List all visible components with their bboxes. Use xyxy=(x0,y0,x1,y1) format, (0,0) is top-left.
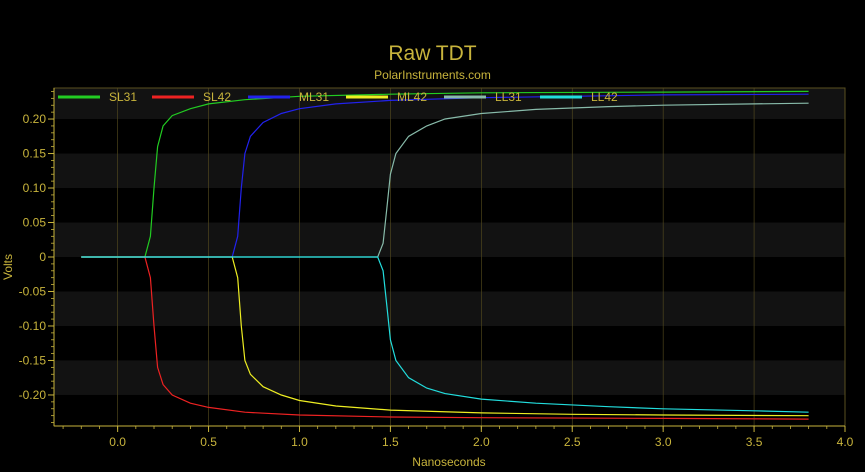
x-tick-label: 4.0 xyxy=(837,435,854,449)
x-tick-label: 2.0 xyxy=(473,435,490,449)
series-line-ml42 xyxy=(81,256,809,417)
series-line-sl42 xyxy=(81,256,809,420)
legend-label-sl31: SL31 xyxy=(109,90,137,104)
plot-band xyxy=(54,88,845,120)
plot-band xyxy=(54,222,845,257)
chart-title: Raw TDT xyxy=(388,42,477,65)
legend-label-ll42: LL42 xyxy=(591,90,618,104)
x-axis-label: Nanoseconds xyxy=(412,455,485,469)
y-tick-label: -0.10 xyxy=(19,319,47,333)
y-tick-label: -0.05 xyxy=(19,284,47,298)
x-tick-label: 0.0 xyxy=(109,435,126,449)
x-tick-label: 1.0 xyxy=(291,435,308,449)
x-tick-label: 3.5 xyxy=(746,435,763,449)
y-tick-label: 0.05 xyxy=(23,216,47,230)
y-tick-label: 0.10 xyxy=(23,181,47,195)
plot-band xyxy=(54,291,845,326)
series-line-ll42 xyxy=(81,256,809,413)
y-tick-label: -0.20 xyxy=(19,388,47,402)
y-tick-label: 0 xyxy=(39,250,46,264)
plot-band xyxy=(54,360,845,395)
legend-label-ml31: ML31 xyxy=(299,90,329,104)
legend-label-ml42: ML42 xyxy=(397,90,427,104)
y-axis-label: Volts xyxy=(1,254,15,280)
legend: SL31 SL42 ML31 ML42 LL31 LL42 xyxy=(58,90,618,104)
series-line-sl31 xyxy=(81,90,809,258)
y-tick-label: 0.20 xyxy=(23,112,47,126)
plot-band xyxy=(54,153,845,189)
axes: 0.20 0.15 0.10 0.05 0 -0.05 -0.10 -0.15 -0.20 0.0… xyxy=(19,87,854,449)
series-line-ll31 xyxy=(81,102,809,258)
y-tick-label: -0.15 xyxy=(19,353,47,367)
legend-label-ll31: LL31 xyxy=(495,90,522,104)
x-tick-label: 1.5 xyxy=(382,435,399,449)
plot-bands xyxy=(54,88,845,426)
x-tick-label: 2.5 xyxy=(564,435,581,449)
chart-subtitle: PolarInstruments.com xyxy=(374,68,491,82)
x-tick-label: 3.0 xyxy=(655,435,672,449)
x-tick-label: 0.5 xyxy=(200,435,217,449)
legend-label-sl42: SL42 xyxy=(203,90,231,104)
y-tick-label: 0.15 xyxy=(23,147,47,161)
